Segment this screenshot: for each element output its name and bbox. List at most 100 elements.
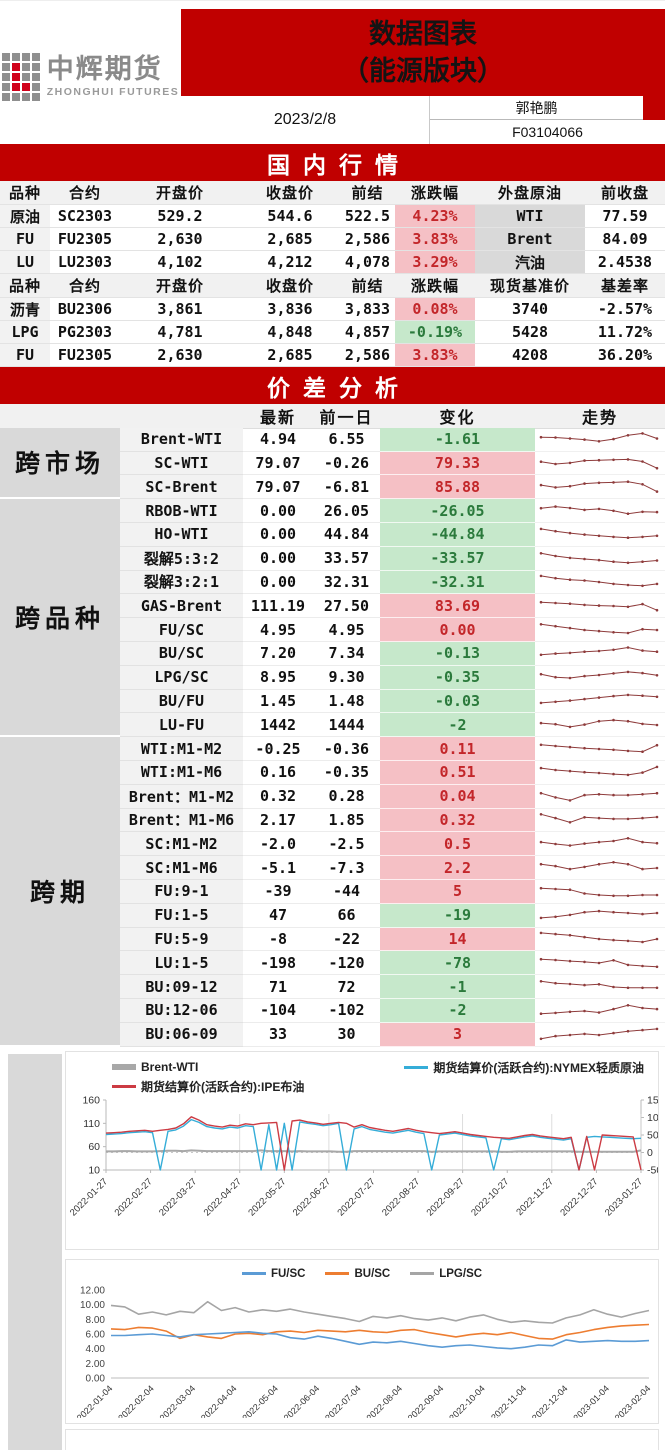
spread-change-cell: 14 — [380, 927, 535, 952]
column-header: 品种 — [0, 274, 50, 298]
spread-column-header: 走势 — [535, 404, 665, 429]
svg-text:2023-01-27: 2023-01-27 — [603, 1176, 645, 1218]
spread-prevday-cell: 66 — [313, 904, 380, 928]
spread-sparkline — [535, 618, 665, 642]
legend-item: FU/SC — [241, 1268, 305, 1280]
spread-header-spacer — [0, 404, 120, 429]
sparkline-chart — [539, 527, 659, 539]
spread-name-cell: FU:5-9 — [120, 927, 243, 952]
column-header: 前结 — [340, 181, 395, 205]
spread-group-label: 跨市场 — [0, 427, 120, 500]
change-pct-cell: 3.29% — [395, 251, 475, 274]
spread-change-cell: 5 — [380, 879, 535, 904]
close-cell: 4,848 — [240, 321, 340, 344]
spread-name-cell: BU:06-09 — [120, 1022, 243, 1047]
analyst-id: F03104066 — [512, 124, 583, 140]
chart-brent-wti: Brent-WTI 期货结算价(活跃合约):NYMEX轻质原油 期货结算价(活跃合… — [65, 1050, 665, 1250]
external-name-cell: 3740 — [475, 298, 585, 321]
column-header: 开盘价 — [120, 181, 240, 205]
column-header: 基差率 — [585, 274, 665, 298]
spread-change-cell: 83.69 — [380, 594, 535, 619]
spread-change-cell: 0.51 — [380, 760, 535, 785]
report-title-line2: （能源版块） — [342, 55, 504, 86]
spread-name-cell: GAS-Brent — [120, 594, 243, 619]
spread-group-label: 跨品种 — [0, 499, 120, 738]
svg-text:12.00: 12.00 — [80, 1285, 105, 1296]
spread-sparkline — [535, 523, 665, 547]
spread-latest-cell: 79.07 — [243, 475, 313, 500]
spread-change-cell: 0.04 — [380, 784, 535, 809]
spread-sparkline — [535, 832, 665, 857]
svg-text:2022-04-27: 2022-04-27 — [202, 1176, 244, 1218]
legend-swatch — [112, 1084, 136, 1088]
column-header: 合约 — [50, 181, 120, 205]
svg-text:-50: -50 — [647, 1164, 658, 1176]
sparkline-chart — [539, 765, 659, 777]
contract-cell: FU2305 — [50, 228, 120, 251]
spread-latest-cell: 2.17 — [243, 809, 313, 833]
legend-item: Brent-WTI — [112, 1060, 198, 1074]
column-header: 外盘原油 — [475, 181, 585, 205]
spread-latest-cell: -198 — [243, 951, 313, 976]
left-gray-column — [8, 1053, 62, 1450]
spread-latest-cell: -0.25 — [243, 737, 313, 761]
spread-prevday-cell: 1.85 — [313, 809, 380, 833]
legend-swatch — [325, 1272, 350, 1276]
contract-cell: LU2303 — [50, 251, 120, 274]
spread-prevday-cell: 7.34 — [313, 642, 380, 666]
spread-table: 最新 前一日 变化 走势 跨市场 Brent-WTI 4.94 6.55 -1.61 SC-WTI… — [0, 404, 665, 1047]
chart-fu-spreads: FU9-1FU1-5FU5-9 1,400 — [65, 1428, 659, 1450]
spread-sparkline — [535, 475, 665, 500]
spread-column-header: 变化 — [380, 404, 535, 429]
section-banner-domestic: 国内行情 — [0, 144, 665, 181]
spread-latest-cell: 0.16 — [243, 761, 313, 785]
svg-text:2.00: 2.00 — [86, 1358, 106, 1369]
sparkline-chart — [539, 958, 659, 969]
svg-text:0.00: 0.00 — [86, 1373, 106, 1384]
spread-header-spacer — [120, 404, 243, 429]
spread-latest-cell: 47 — [243, 904, 313, 928]
spread-prevday-cell: 1444 — [313, 713, 380, 738]
svg-text:2023-02-04: 2023-02-04 — [613, 1383, 653, 1418]
svg-text:2022-07-27: 2022-07-27 — [335, 1176, 377, 1218]
spread-sparkline — [535, 452, 665, 476]
external-value-cell: 77.59 — [585, 205, 665, 228]
spread-name-cell: 裂解5:3:2 — [120, 546, 243, 571]
spread-change-cell: -19 — [380, 903, 535, 928]
spread-latest-cell: -8 — [243, 928, 313, 952]
column-header: 品种 — [0, 181, 50, 205]
spread-latest-cell: 79.07 — [243, 452, 313, 476]
spread-latest-cell: 33 — [243, 1023, 313, 1047]
spread-latest-cell: 0.00 — [243, 547, 313, 571]
chart1-plot: 160 110 60 10 150 100 50 0 -50 2022-01-272022-02-… — [68, 1094, 665, 1218]
spread-change-cell: -33.57 — [380, 546, 535, 571]
svg-text:2022-08-27: 2022-08-27 — [380, 1176, 422, 1218]
prev-settle-cell: 3,833 — [340, 298, 395, 321]
spread-prevday-cell: -44 — [313, 880, 380, 904]
svg-text:6.00: 6.00 — [86, 1329, 106, 1340]
svg-text:2022-06-04: 2022-06-04 — [282, 1383, 322, 1418]
top-margin — [0, 1, 665, 9]
spread-name-cell: BU/FU — [120, 689, 243, 714]
column-header: 涨跌幅 — [395, 274, 475, 298]
spread-latest-cell: 111.19 — [243, 594, 313, 619]
spread-latest-cell: 1442 — [243, 713, 313, 738]
sparkline-chart — [539, 861, 659, 871]
legend-item: LPG/SC — [410, 1268, 482, 1280]
spread-prevday-cell: 1.48 — [313, 690, 380, 714]
sparkline-chart — [539, 457, 659, 469]
spread-name-cell: SC:M1-M2 — [120, 832, 243, 857]
close-cell: 4,212 — [240, 251, 340, 274]
legend-swatch — [241, 1272, 266, 1276]
spread-prevday-cell: -0.36 — [313, 737, 380, 761]
spread-prevday-cell: 0.28 — [313, 785, 380, 809]
spread-sparkline — [535, 499, 665, 523]
change-pct-cell: 4.23% — [395, 205, 475, 228]
spread-name-cell: LPG/SC — [120, 665, 243, 690]
sparkline-chart — [539, 886, 659, 897]
svg-text:2022-08-04: 2022-08-04 — [364, 1383, 404, 1418]
svg-text:100: 100 — [647, 1112, 658, 1124]
svg-text:2022-05-04: 2022-05-04 — [240, 1383, 280, 1418]
sparkline-chart — [539, 431, 659, 443]
spread-sparkline — [535, 594, 665, 619]
